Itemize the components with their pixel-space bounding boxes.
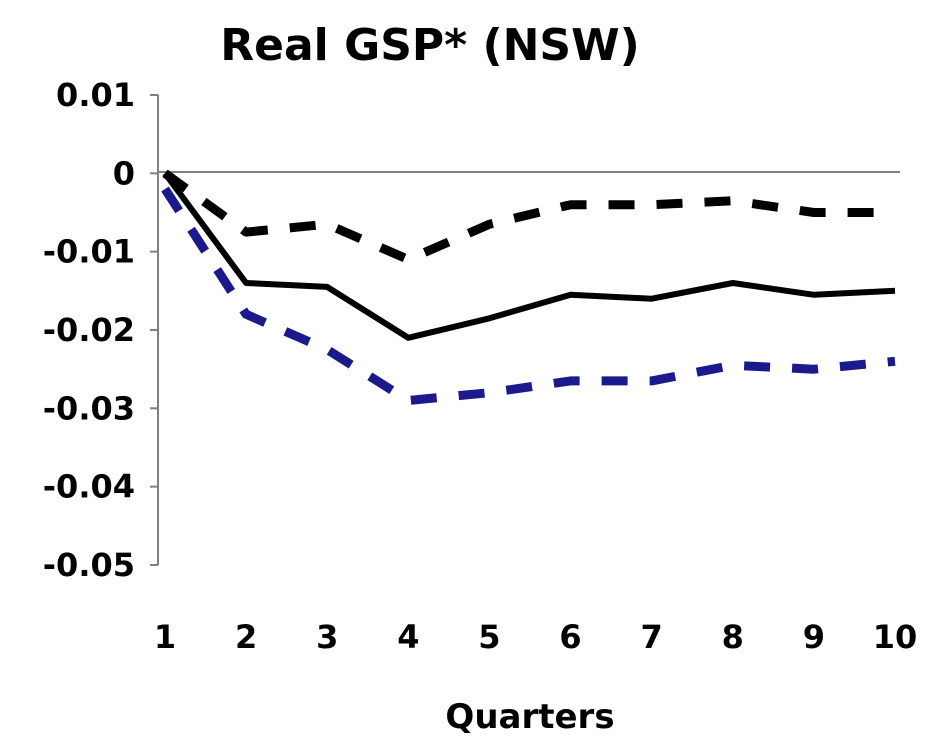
series-layer bbox=[161, 169, 896, 405]
x-axis-title: Quarters bbox=[445, 697, 614, 737]
y-tick-label: -0.04 bbox=[43, 468, 135, 506]
y-tick-label: 0.01 bbox=[56, 76, 135, 114]
series-line-3 bbox=[161, 186, 896, 405]
chart-title: Real GSP* (NSW) bbox=[220, 20, 639, 71]
y-tick-label: -0.03 bbox=[43, 389, 135, 427]
y-tick-label: -0.05 bbox=[43, 546, 135, 584]
series-line-1 bbox=[162, 171, 896, 341]
y-tick-label: 0 bbox=[113, 154, 135, 192]
x-tick-label: 7 bbox=[641, 618, 663, 656]
y-axis-ticks: 0.01 0 -0.01 -0.02 -0.03 -0.04 -0.05 bbox=[43, 76, 158, 584]
x-tick-label: 10 bbox=[873, 618, 918, 656]
x-tick-label: 5 bbox=[478, 618, 500, 656]
x-axis-ticks: 1 2 3 4 5 6 7 8 9 10 bbox=[154, 618, 917, 656]
y-tick-label: -0.01 bbox=[43, 233, 135, 271]
x-tick-label: 9 bbox=[803, 618, 825, 656]
y-tick-label: -0.02 bbox=[43, 311, 135, 349]
x-tick-label: 3 bbox=[316, 618, 338, 656]
x-tick-label: 8 bbox=[722, 618, 744, 656]
x-tick-label: 6 bbox=[559, 618, 581, 656]
series-line-2 bbox=[162, 169, 895, 264]
x-tick-label: 1 bbox=[154, 618, 176, 656]
x-tick-label: 4 bbox=[397, 618, 419, 656]
x-tick-label: 2 bbox=[235, 618, 257, 656]
